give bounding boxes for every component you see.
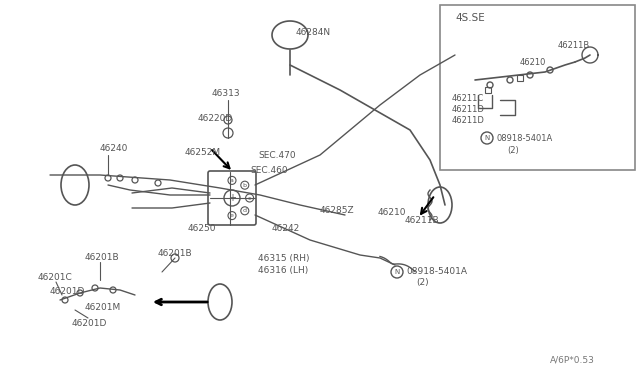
Circle shape — [241, 207, 249, 215]
Text: 46201B: 46201B — [158, 248, 193, 257]
Text: 46211B: 46211B — [558, 41, 590, 49]
Circle shape — [105, 175, 111, 181]
Text: A/6P*0.53: A/6P*0.53 — [550, 356, 595, 365]
Text: N: N — [394, 269, 399, 275]
Text: e: e — [230, 213, 234, 218]
Circle shape — [117, 175, 123, 181]
Text: 46250: 46250 — [188, 224, 216, 232]
Circle shape — [92, 285, 98, 291]
Text: 46201C: 46201C — [38, 273, 73, 282]
Text: 46211C: 46211C — [452, 93, 484, 103]
Bar — [485, 87, 491, 93]
Circle shape — [241, 181, 249, 189]
Text: a: a — [230, 178, 234, 183]
Text: 46284N: 46284N — [296, 28, 331, 36]
Circle shape — [223, 128, 233, 138]
Circle shape — [62, 297, 68, 303]
Circle shape — [171, 254, 179, 262]
Text: 46242: 46242 — [272, 224, 300, 232]
Text: b: b — [243, 183, 247, 188]
Circle shape — [246, 194, 253, 202]
Text: 46285Z: 46285Z — [320, 205, 355, 215]
Circle shape — [77, 290, 83, 296]
Text: 46210: 46210 — [520, 58, 547, 67]
Text: 08918-5401A: 08918-5401A — [406, 267, 467, 276]
Text: 46240: 46240 — [100, 144, 129, 153]
Text: 46210: 46210 — [378, 208, 406, 217]
Text: N: N — [484, 135, 490, 141]
Text: SEC.470: SEC.470 — [258, 151, 296, 160]
Circle shape — [228, 212, 236, 219]
Text: 46201B: 46201B — [85, 253, 120, 262]
Text: 46252M: 46252M — [185, 148, 221, 157]
Circle shape — [155, 180, 161, 186]
Circle shape — [224, 116, 232, 124]
Text: 4S.SE: 4S.SE — [455, 13, 484, 23]
Text: 46201M: 46201M — [85, 304, 121, 312]
Text: (2): (2) — [416, 279, 429, 288]
Text: SEC.460: SEC.460 — [250, 166, 287, 174]
Text: 46201D: 46201D — [72, 318, 108, 327]
Text: 46313: 46313 — [212, 89, 241, 97]
Bar — [517, 75, 523, 81]
Text: 46211D: 46211D — [452, 115, 485, 125]
Circle shape — [110, 287, 116, 293]
Bar — [440, 5, 635, 170]
Circle shape — [132, 177, 138, 183]
Circle shape — [228, 176, 236, 185]
Text: 08918-5401A: 08918-5401A — [497, 134, 553, 142]
Text: 46211B: 46211B — [405, 215, 440, 224]
Text: c: c — [248, 196, 252, 201]
Text: 46211D: 46211D — [452, 105, 485, 113]
Text: 46201D: 46201D — [50, 288, 85, 296]
Text: 46315 (RH): 46315 (RH) — [258, 253, 310, 263]
Text: 46316 (LH): 46316 (LH) — [258, 266, 308, 275]
Text: (2): (2) — [507, 145, 519, 154]
Text: +: + — [228, 193, 236, 203]
Text: 46220D: 46220D — [198, 113, 233, 122]
Text: d: d — [243, 208, 247, 213]
